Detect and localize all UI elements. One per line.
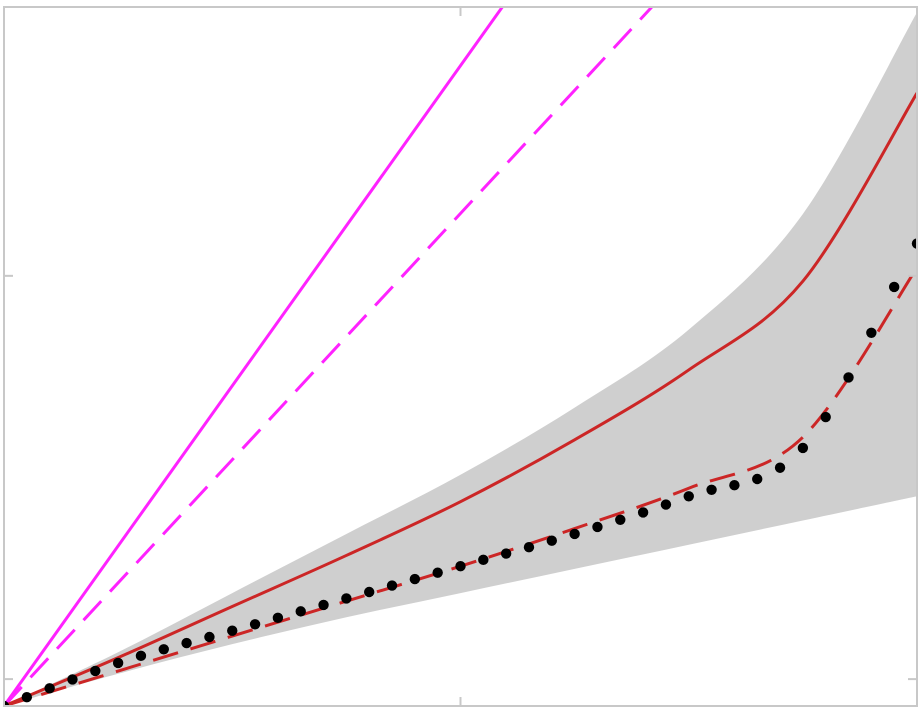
series-dot: [67, 674, 78, 685]
series-dot: [478, 554, 489, 566]
series-dot: [249, 619, 261, 630]
series-dot: [227, 625, 238, 636]
series-dot: [911, 238, 917, 249]
series-dot: [272, 612, 284, 624]
series-dot: [386, 580, 398, 591]
series-dot: [797, 442, 809, 454]
series-dot: [21, 692, 33, 703]
confidence-band: [4, 12, 917, 706]
series-dot: [820, 411, 831, 423]
axis-ticks: [4, 7, 917, 706]
series-dot: [409, 573, 421, 585]
series-red-solid: [4, 92, 917, 706]
series-dot: [706, 484, 717, 496]
series-dot: [569, 528, 580, 540]
series-dot: [683, 491, 694, 502]
series-magenta-solid: [4, 7, 505, 706]
series-dot: [181, 637, 192, 649]
series-dot: [774, 462, 786, 473]
series-dot: [318, 599, 329, 611]
series-dot: [637, 507, 649, 518]
series-dot: [295, 606, 306, 617]
series-dot: [4, 700, 10, 706]
series-dot: [44, 683, 55, 694]
series-dot: [432, 567, 443, 578]
series-dot: [729, 480, 740, 491]
series-dot: [546, 535, 557, 546]
series-dot: [364, 586, 375, 598]
series-dot: [112, 657, 124, 669]
series-dot: [843, 372, 854, 383]
series-dotted: [4, 238, 917, 706]
series-dot: [204, 631, 215, 643]
series-dot: [158, 644, 169, 655]
series-dot: [592, 521, 603, 533]
series-magenta-dashed: [4, 7, 654, 706]
series-dot: [752, 473, 763, 485]
series-red-dashed: [4, 266, 917, 706]
series-dot: [90, 665, 101, 677]
series-dot: [523, 542, 535, 553]
series-dot: [888, 281, 900, 293]
series-dot: [455, 561, 466, 572]
series-dot: [135, 650, 147, 662]
series-dot: [615, 514, 626, 525]
series-dot: [660, 499, 672, 510]
series-dot: [341, 593, 352, 604]
series-dot: [500, 548, 512, 559]
series-dot: [866, 327, 877, 338]
